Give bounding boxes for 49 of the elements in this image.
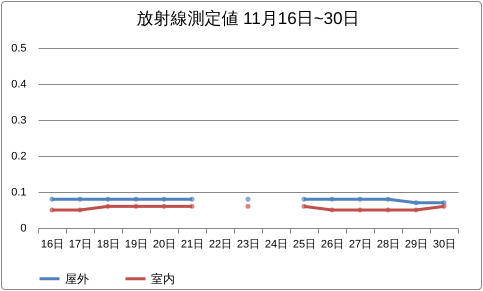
point <box>78 208 82 212</box>
point <box>442 204 446 209</box>
point <box>302 196 306 202</box>
legend-label: 室内 <box>151 272 175 286</box>
point <box>78 196 82 202</box>
x-tick-label: 17日 <box>68 238 92 250</box>
y-tick-label: 0.5 <box>11 42 26 54</box>
x-tick-label: 25日 <box>292 238 316 250</box>
y-tick-label: 0.1 <box>11 186 26 198</box>
point <box>134 204 138 209</box>
chart-title: 放射線測定値 11月16日~30日 <box>136 9 360 28</box>
x-tick-label: 18日 <box>96 238 120 250</box>
point <box>330 208 334 212</box>
point <box>50 208 54 212</box>
point <box>414 208 418 212</box>
y-tick-label: 0 <box>20 222 26 234</box>
x-tick-label: 29日 <box>404 238 428 250</box>
point <box>190 204 194 209</box>
x-tick-label: 28日 <box>376 238 400 250</box>
point <box>50 196 54 202</box>
point <box>106 196 110 202</box>
x-tick-label: 27日 <box>348 238 372 250</box>
point <box>358 208 362 212</box>
point <box>386 196 390 202</box>
x-tick-label: 21日 <box>180 238 204 250</box>
point <box>162 196 166 202</box>
x-tick-label: 19日 <box>124 238 148 250</box>
x-tick-label: 16日 <box>40 238 64 250</box>
point <box>246 204 250 209</box>
y-tick-label: 0.4 <box>11 78 26 90</box>
point <box>134 196 138 202</box>
y-tick-label: 0.3 <box>11 114 26 126</box>
point <box>246 196 250 202</box>
point <box>330 196 334 202</box>
x-tick-label: 24日 <box>264 238 288 250</box>
x-tick-label: 26日 <box>320 238 344 250</box>
x-tick-label: 20日 <box>152 238 176 250</box>
point <box>358 196 362 202</box>
y-tick-label: 0.2 <box>11 150 26 162</box>
x-tick-label: 22日 <box>208 238 232 250</box>
point <box>106 204 110 209</box>
x-tick-label: 23日 <box>236 238 260 250</box>
legend-label: 屋外 <box>65 272 89 286</box>
point <box>302 204 306 209</box>
point <box>190 196 194 202</box>
point <box>414 200 418 206</box>
x-tick-label: 30日 <box>432 238 456 250</box>
point <box>386 208 390 212</box>
point <box>162 204 166 209</box>
